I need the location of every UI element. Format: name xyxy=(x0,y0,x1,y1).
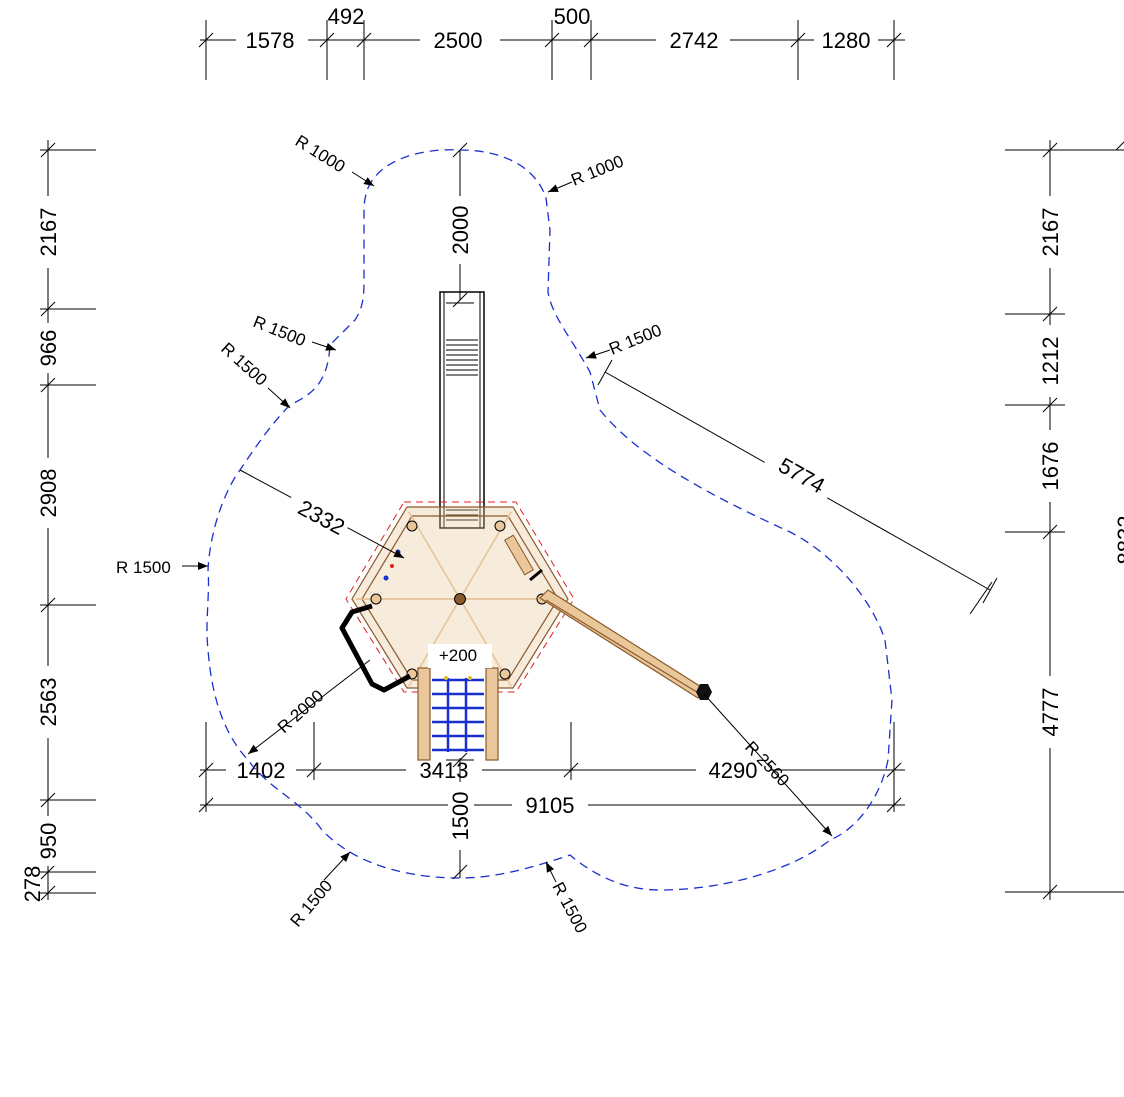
dim-bottom-3: 4290 xyxy=(709,758,758,783)
radius-upper-left-1: R 1500 xyxy=(251,312,309,350)
dim-bottom-1: 1402 xyxy=(237,758,286,783)
dim-right-2: 1212 xyxy=(1038,337,1063,386)
bottom-dimension-chain: 1402 3413 4290 9105 xyxy=(198,722,905,819)
dim-bottom-2: 3413 xyxy=(420,758,469,783)
dim-top-4: 500 xyxy=(554,4,591,29)
radius-mid-left: R 1500 xyxy=(116,558,171,577)
hexagonal-platform xyxy=(345,501,575,693)
right-dimension-chain: 2167 1212 1676 4777 8832 xyxy=(1005,140,1124,900)
slide-top xyxy=(439,291,485,529)
dim-diagonal-long-group: 5774 xyxy=(597,359,998,615)
dim-right-3: 1676 xyxy=(1038,442,1063,491)
dim-top-2: 492 xyxy=(328,4,365,29)
dim-ladder-clearance: 1500 xyxy=(448,792,473,841)
slide-right xyxy=(539,589,712,700)
dim-right-4: 4777 xyxy=(1038,688,1063,737)
radius-bottom-right: R 1500 xyxy=(548,879,591,936)
dim-top-5: 2742 xyxy=(670,28,719,53)
dim-right-total: 8832 xyxy=(1113,516,1124,565)
dim-left-4: 2563 xyxy=(36,678,61,727)
dim-left-2: 966 xyxy=(36,330,61,367)
dim-ladder-clearance-group: 1500 xyxy=(446,752,474,880)
dim-top-6: 1280 xyxy=(822,28,871,53)
climbing-handrail xyxy=(339,603,412,693)
radius-upper-right: R 1500 xyxy=(606,321,664,359)
radius-bottom-left: R 1500 xyxy=(287,876,337,930)
dim-top-3: 2500 xyxy=(434,28,483,53)
radius-top-left: R 1000 xyxy=(292,131,349,176)
dim-left-5: 950 xyxy=(36,823,61,860)
dim-left-3: 2908 xyxy=(36,469,61,518)
radius-upper-left-2: R 1500 xyxy=(217,339,270,390)
dim-top-1: 1578 xyxy=(246,28,295,53)
dim-slide-height-group: 2000 xyxy=(446,142,474,308)
dim-left-1: 2167 xyxy=(36,208,61,257)
radius-lower-left: R 2000 xyxy=(274,686,327,737)
climbing-net-ladder xyxy=(417,667,499,761)
left-dimension-chain: 2167 966 2908 2563 950 278 xyxy=(20,140,96,902)
dim-slide-height: 2000 xyxy=(448,206,473,255)
platform-height-label: +200 xyxy=(439,646,477,665)
dim-diagonal-left-group: 2332 xyxy=(239,469,405,559)
top-dimension-chain: 1578 492 2500 500 2742 1280 xyxy=(198,4,905,80)
dim-right-1: 2167 xyxy=(1038,208,1063,257)
radius-top-right: R 1000 xyxy=(568,152,626,190)
radius-leaders xyxy=(182,171,833,883)
dim-left-6: 278 xyxy=(20,866,45,903)
dim-total-width: 9105 xyxy=(526,793,575,818)
